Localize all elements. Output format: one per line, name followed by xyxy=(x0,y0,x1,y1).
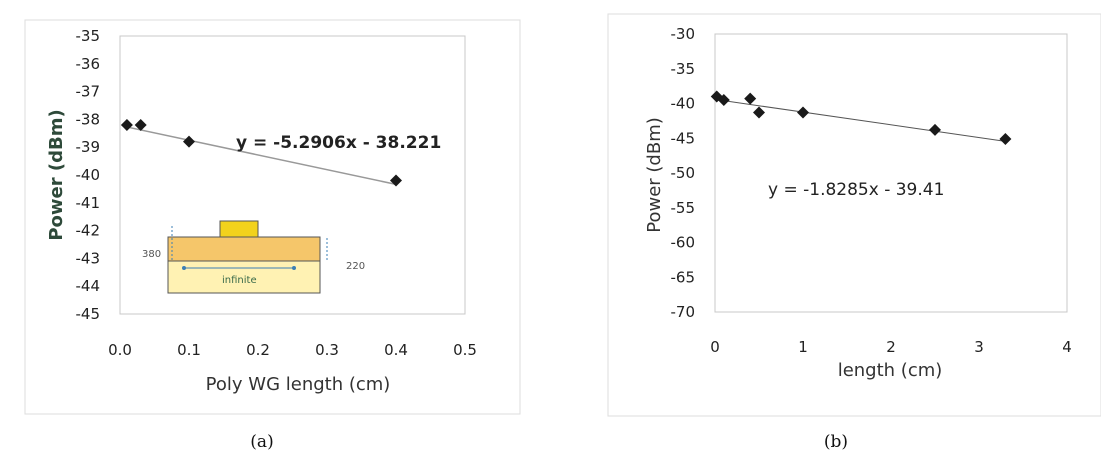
chart-a: -35 -36 -37 -38 -39 -40 -41 -42 -43 -44 -45 0.0 0.1… xyxy=(24,19,521,415)
chart-b-x-ticks: 0 1 2 3 4 xyxy=(710,338,1072,356)
chart-b-points xyxy=(710,90,1012,145)
inset-right-label: 220 xyxy=(346,261,365,272)
chart-b-trendline xyxy=(716,99,1006,142)
chart-b-y-tick-label: -70 xyxy=(671,303,696,321)
inset-mid-layer xyxy=(167,236,321,262)
chart-b-data-point xyxy=(717,94,730,107)
chart-a-x-tick-label: 0.3 xyxy=(315,341,339,359)
inset-top-block xyxy=(219,220,259,238)
chart-b-y-tick-label: -35 xyxy=(671,60,696,78)
chart-b-x-tick-label: 3 xyxy=(974,338,984,356)
chart-a-data-point xyxy=(183,135,195,148)
chart-a-y-tick-label: -37 xyxy=(76,83,101,101)
chart-a-data-point xyxy=(390,174,402,187)
inset-left-label: 380 xyxy=(142,249,161,260)
chart-a-y-tick-label: -41 xyxy=(76,194,101,212)
chart-a-y-tick-label: -38 xyxy=(76,110,101,128)
chart-b-frame xyxy=(607,13,1101,417)
chart-b-y-tick-label: -50 xyxy=(671,164,696,182)
chart-b-y-tick-label: -65 xyxy=(671,268,696,286)
chart-b-x-label: length (cm) xyxy=(838,360,943,381)
inset-bottom-label: infinite xyxy=(222,275,257,286)
chart-a-frame xyxy=(24,19,521,415)
chart-a-x-tick-label: 0.2 xyxy=(246,341,270,359)
chart-b-x-tick-label: 0 xyxy=(710,338,720,356)
chart-a-y-tick-label: -39 xyxy=(76,138,101,156)
inset-arrow-end-left xyxy=(182,266,186,270)
chart-a-y-label: Power (dBm) xyxy=(46,109,67,240)
chart-b-x-tick-label: 2 xyxy=(886,338,896,356)
chart-a-x-tick-label: 0.1 xyxy=(177,341,201,359)
chart-b-y-tick-label: -45 xyxy=(671,129,696,147)
chart-a-trendline xyxy=(126,126,397,186)
chart-b-y-tick-label: -30 xyxy=(671,25,696,43)
chart-a-data-point xyxy=(120,118,133,131)
chart-b-x-tick-label: 1 xyxy=(798,338,808,356)
chart-a-y-tick-label: -42 xyxy=(76,222,101,240)
chart-b-y-tick-label: -40 xyxy=(671,95,696,113)
inset-arrow-end-right xyxy=(292,266,296,270)
chart-b-y-ticks: -30 -35 -40 -45 -50 -55 -60 -65 -70 xyxy=(671,25,696,321)
chart-a-data-point xyxy=(134,118,147,131)
chart-a-x-label: Poly WG length (cm) xyxy=(206,374,391,395)
chart-b-data-point xyxy=(999,132,1012,145)
chart-b-x-tick-label: 4 xyxy=(1062,338,1072,356)
chart-b-y-tick-label: -60 xyxy=(671,234,696,252)
caption-b: (b) xyxy=(824,432,848,452)
chart-a-y-tick-label: -44 xyxy=(76,277,101,295)
chart-a-points xyxy=(120,118,402,187)
waveguide-cross-section-inset: 380 220 infinite xyxy=(142,220,365,294)
chart-a-x-tick-label: 0.5 xyxy=(453,341,477,359)
chart-b-data-point xyxy=(744,92,757,105)
chart-a-x-tick-label: 0.4 xyxy=(384,341,408,359)
chart-a-y-tick-label: -40 xyxy=(76,166,101,184)
chart-b-y-tick-label: -55 xyxy=(671,199,696,217)
chart-a-y-tick-label: -45 xyxy=(76,305,101,323)
caption-a: (a) xyxy=(250,432,273,452)
chart-b-plot-area xyxy=(714,33,1068,313)
chart-b: -30 -35 -40 -45 -50 -55 -60 -65 -70 0 1 2 3 4 y = -1… xyxy=(607,13,1101,417)
chart-a-equation: y = -5.2906x - 38.221 xyxy=(236,133,441,153)
chart-b-data-point xyxy=(797,106,809,119)
chart-a-x-ticks: 0.0 0.1 0.2 0.3 0.4 0.5 xyxy=(108,341,477,359)
chart-b-equation: y = -1.8285x - 39.41 xyxy=(768,180,944,200)
chart-a-x-tick-label: 0.0 xyxy=(108,341,132,359)
chart-a-y-tick-label: -36 xyxy=(76,55,101,73)
chart-a-y-tick-label: -43 xyxy=(76,249,101,267)
chart-b-data-point xyxy=(753,106,765,119)
chart-b-data-point xyxy=(929,123,941,136)
chart-a-y-ticks: -35 -36 -37 -38 -39 -40 -41 -42 -43 -44 -45 xyxy=(76,27,101,323)
chart-b-y-label: Power (dBm) xyxy=(644,117,665,233)
chart-a-y-tick-label: -35 xyxy=(76,27,101,45)
chart-a-plot-area xyxy=(119,35,466,315)
